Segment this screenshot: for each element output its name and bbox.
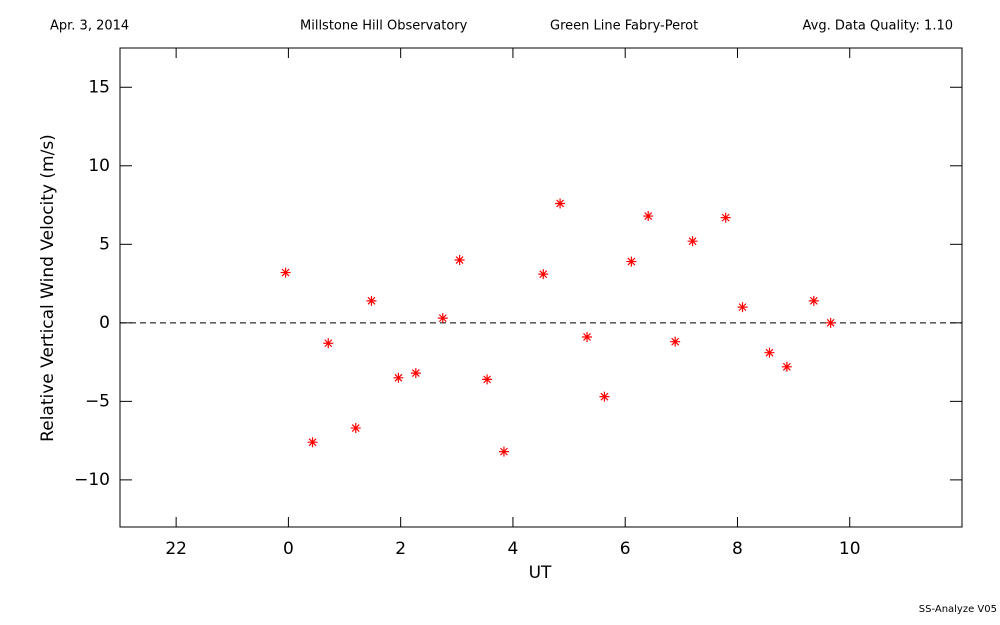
y-tick-label: 0 bbox=[99, 313, 110, 333]
y-tick-label: 5 bbox=[99, 234, 110, 254]
x-tick-label: 2 bbox=[395, 539, 406, 559]
x-tick-label: 6 bbox=[620, 539, 631, 559]
y-tick-label: 15 bbox=[88, 77, 110, 97]
point bbox=[350, 423, 361, 434]
point bbox=[670, 336, 681, 347]
point bbox=[393, 372, 404, 383]
point bbox=[643, 211, 654, 222]
point bbox=[555, 198, 566, 209]
site: Millstone Hill Observatory bbox=[300, 19, 468, 34]
instrument: Green Line Fabry-Perot bbox=[550, 19, 698, 34]
point bbox=[366, 295, 377, 306]
point bbox=[687, 236, 698, 247]
point bbox=[454, 255, 465, 266]
point bbox=[825, 317, 836, 328]
point bbox=[582, 331, 593, 342]
x-tick-label: 4 bbox=[508, 539, 519, 559]
point bbox=[280, 267, 291, 278]
plot-frame bbox=[119, 47, 963, 528]
y-axis-label: Relative Vertical Wind Velocity (m/s) bbox=[38, 134, 58, 442]
point bbox=[482, 374, 493, 385]
point bbox=[538, 269, 549, 280]
quality: Avg. Data Quality: 1.10 bbox=[803, 19, 953, 34]
point bbox=[437, 313, 448, 324]
point bbox=[720, 212, 731, 223]
x-tick-label: 8 bbox=[732, 539, 743, 559]
y-tick-label: −5 bbox=[85, 391, 110, 411]
point bbox=[781, 361, 792, 372]
x-axis-label: UT bbox=[529, 563, 552, 583]
y-tick-label: 10 bbox=[88, 156, 110, 176]
x-tick-label: 10 bbox=[839, 539, 861, 559]
footer: SS-Analyze V05 bbox=[919, 604, 997, 615]
point bbox=[737, 302, 748, 313]
date: Apr. 3, 2014 bbox=[50, 19, 129, 34]
point bbox=[808, 295, 819, 306]
point bbox=[410, 368, 421, 379]
point bbox=[307, 437, 318, 448]
point bbox=[626, 256, 637, 267]
point bbox=[498, 446, 509, 457]
x-tick-label: 0 bbox=[283, 539, 294, 559]
point bbox=[323, 338, 334, 349]
point bbox=[599, 391, 610, 402]
point bbox=[764, 347, 775, 358]
x-tick-label: 22 bbox=[165, 539, 187, 559]
y-tick-label: −10 bbox=[74, 470, 110, 490]
